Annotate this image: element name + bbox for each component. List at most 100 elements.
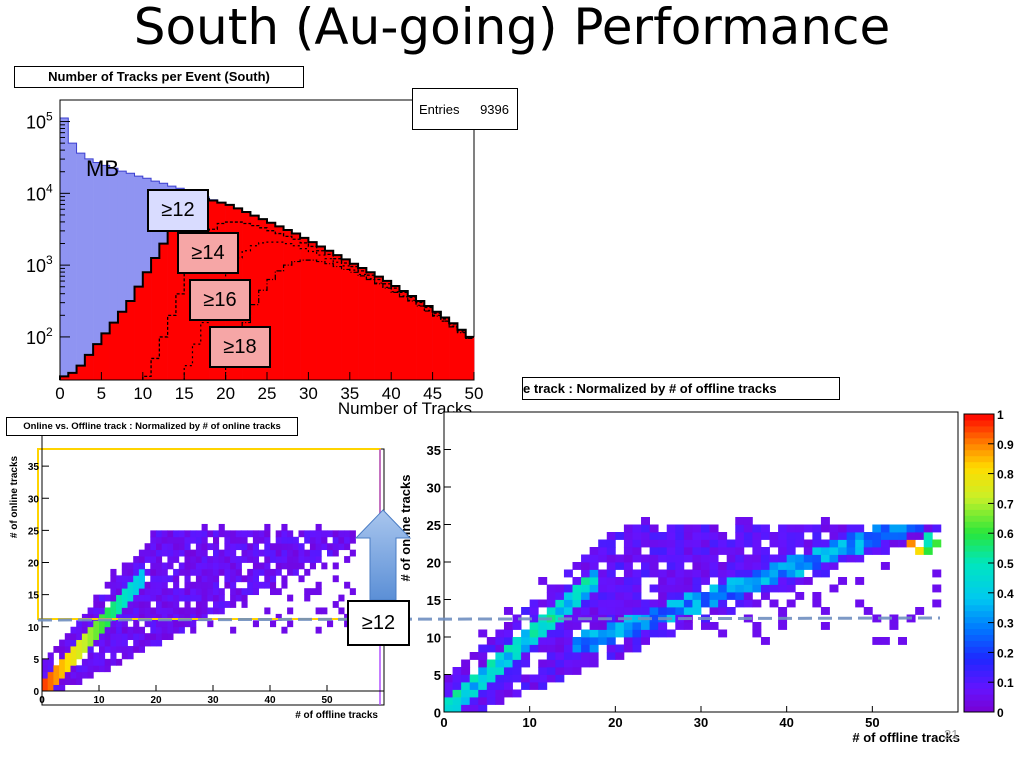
heatmap-cell [701,599,710,608]
heatmap-cell [743,599,753,608]
heatmap-cell [675,554,685,563]
heatmap-cell [349,549,356,557]
heatmap-cell [649,532,659,540]
heatmap-cell [855,554,865,563]
heatmap-cell [546,622,556,630]
heatmap-cell [161,626,168,634]
heatmap-cell [344,530,351,538]
heatmap-cell [778,524,788,533]
heatmap-cell [855,539,865,548]
heatmap-cell [81,646,88,653]
palette-swatch [964,414,994,421]
heatmap-cell [195,601,202,608]
heatmap-cell [195,581,202,589]
heatmap-cell [309,588,316,596]
heatmap-cell [538,577,548,585]
heatmap-cell [156,575,163,583]
heatmap-cell [281,543,288,551]
heatmap-cell [195,575,202,583]
heatmap-cell [546,592,556,600]
heatmap-cell [224,543,231,551]
heatmap-cell [264,568,271,576]
heatmap-cell [173,588,180,596]
heatmap-cell [692,607,702,615]
bar-cut12 [159,243,168,380]
heatmap-cell [270,575,277,583]
heatmap-cell [615,592,625,600]
heatmap-cell [615,652,625,660]
heatmap-cell [81,665,88,673]
heatmap-cell [555,644,565,653]
heatmap-cell [598,592,608,600]
heatmap-cell [632,637,642,645]
heatmap-cell [178,549,185,557]
heatmap-cell [855,547,865,555]
heatmap-cell [589,554,599,563]
bar-mb [126,173,135,380]
heatmap-cell [503,622,513,630]
heatmap-cell [178,620,185,628]
heatmap-cell [563,569,573,578]
heatmap-cell [589,614,599,623]
heatmap-cell [121,613,128,621]
heatmap-cell [478,682,488,690]
heatmap-cell [581,659,591,668]
heatmap-cell [93,652,100,660]
heatmap-cell [701,554,710,563]
heatmap-cell [718,569,728,578]
heatmap-cell [701,539,710,548]
heatmap-cell [150,613,157,621]
heatmap-cell [167,601,174,608]
heatmap-cell [127,581,134,589]
heatmap-cell [224,568,231,576]
heatmap-cell [184,607,191,615]
heatmap-cell [563,652,573,660]
heat-y-tick-label: 25 [28,526,40,537]
heatmap-cell [241,549,248,557]
heatmap-cell [555,637,565,645]
heatmap-cell [47,671,54,679]
palette-swatch [964,515,994,522]
heatmap-cell [623,644,633,653]
heatmap-cell [110,575,117,583]
heatmap-cell [555,622,565,630]
palette-swatch [964,521,994,528]
heatmap-cell [275,556,282,563]
heatmap-cell [683,622,693,630]
heatmap-cell [110,626,117,634]
heatmap-cell [104,665,111,673]
heatmap-cell [641,599,650,608]
heatmap-cell [718,607,728,615]
heatmap-cell [760,524,770,533]
heatmap-cell [258,568,265,576]
heatmap-cell [606,554,616,563]
heatmap-cell [178,568,185,576]
heatmap-cell [76,646,83,653]
heatmap-cell [641,569,650,578]
heatmap-cell [252,562,259,570]
cut12-outline [59,198,474,380]
heatmap-cell [880,547,890,555]
palette-tick-label: 0.2 [997,646,1014,660]
heatmap-cell [726,569,736,578]
palette-swatch [964,557,994,564]
heatmap-cell [820,539,830,548]
heatmap-cell [184,549,191,557]
heatmap-cell [138,581,145,589]
heatmap-cell [270,588,277,596]
heatmap-cell [53,665,60,673]
heatmap-cell [281,575,288,583]
heatmap-cell [701,622,710,630]
heatmap-cell [252,568,259,576]
heatmap-cell [666,607,676,615]
heatmap-cell [195,536,202,544]
heatmap-cell [133,601,140,608]
heatmap-cell [546,629,556,638]
heatmap-cell [247,549,254,557]
heatmap-cell [258,562,265,570]
heatmap-cell [252,556,259,563]
heatmap-cell [606,637,616,645]
heatmap-cell [778,547,788,555]
right-heatmap-title: e track : Normalized by # of offline tra… [522,377,840,400]
bar-cut12 [300,237,309,380]
